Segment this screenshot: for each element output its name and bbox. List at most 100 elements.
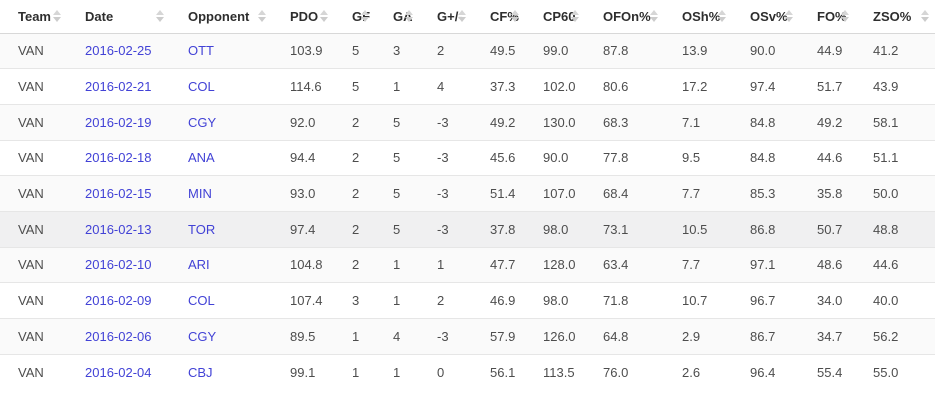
date-link[interactable]: 2016-02-04: [85, 364, 152, 380]
cell-date: 2016-02-18: [67, 139, 170, 176]
table-row: VAN 2016-02-15 MIN 93.0 2 5 -3 51.4 107.0 68.4 7.7…: [0, 175, 935, 212]
cell-osh-pct: 7.7: [664, 175, 732, 212]
cell-opponent: COL: [170, 68, 272, 105]
opponent-link[interactable]: TOR: [188, 221, 216, 237]
cell-ofon-pct: 76.0: [585, 353, 664, 390]
sort-arrows-icon: [718, 10, 726, 23]
sort-arrows-icon: [650, 10, 658, 23]
opponent-link[interactable]: CGY: [188, 114, 217, 130]
column-header-label-ofon-pct: OFOn%: [603, 8, 651, 24]
cell-fo-pct: 35.8: [799, 175, 855, 212]
cell-date: 2016-02-09: [67, 282, 170, 319]
column-header-cp60[interactable]: CP60: [525, 0, 585, 34]
sort-up-icon: [458, 10, 466, 16]
cell-pdo: 103.9: [290, 43, 323, 59]
cell-zso-pct: 51.1: [855, 139, 935, 176]
date-link[interactable]: 2016-02-21: [85, 79, 152, 95]
date-link[interactable]: 2016-02-09: [85, 293, 152, 309]
date-link[interactable]: 2016-02-13: [85, 221, 152, 237]
opponent-link[interactable]: CBJ: [188, 364, 213, 380]
column-header-date[interactable]: Date: [67, 0, 170, 34]
cell-team: VAN: [0, 282, 67, 319]
cell-ga: 5: [375, 139, 419, 176]
cell-ga: 1: [375, 282, 419, 319]
column-header-ga[interactable]: GA: [375, 0, 419, 34]
sort-up-icon: [571, 10, 579, 16]
column-header-cf-pct[interactable]: CF%: [472, 0, 525, 34]
cell-opponent: TOR: [170, 210, 272, 248]
cell-gf: 2: [334, 139, 375, 176]
column-header-osv-pct[interactable]: OSv%: [732, 0, 799, 34]
date-link[interactable]: 2016-02-10: [85, 257, 152, 273]
cell-pdo: 114.6: [272, 68, 334, 105]
cell-gf: 2: [334, 103, 375, 141]
cell-ofon-pct: 80.6: [585, 68, 664, 105]
cell-zso-pct: 44.6: [855, 246, 935, 283]
sort-arrows-icon: [458, 10, 466, 23]
date-link[interactable]: 2016-02-19: [85, 114, 152, 130]
cell-gf: 1: [334, 318, 375, 355]
cell-gf: 3: [334, 282, 375, 319]
cell-pdo: 92.0: [272, 103, 334, 141]
cell-g-plus-minus: 1: [419, 246, 472, 283]
column-header-label-g-plus-minus: G+/-: [437, 8, 463, 24]
cell-g-plus-minus: -3: [419, 103, 472, 141]
cell-ofon-pct: 71.8: [585, 282, 664, 319]
cell-osh-pct: 2.9: [664, 318, 732, 355]
column-header-pdo[interactable]: PDO: [272, 0, 334, 34]
cell-opponent: COL: [170, 282, 272, 319]
cell-ofon-pct: 87.8: [603, 43, 629, 59]
sort-up-icon: [785, 10, 793, 16]
opponent-link[interactable]: COL: [188, 79, 215, 95]
table-header-row: Team Date Opponent PDO GF GA: [0, 0, 935, 34]
cell-team: VAN: [18, 43, 44, 59]
column-header-team[interactable]: Team: [0, 0, 67, 34]
column-header-g-plus-minus[interactable]: G+/-: [419, 0, 472, 34]
cell-date: 2016-02-19: [67, 103, 170, 141]
cell-osv-pct: 96.4: [732, 353, 799, 390]
column-header-osh-pct[interactable]: OSh%: [664, 0, 732, 34]
opponent-link[interactable]: COL: [188, 293, 215, 309]
date-link[interactable]: 2016-02-15: [85, 186, 152, 202]
cell-osv-pct: 90.0: [750, 43, 776, 59]
opponent-link[interactable]: CGY: [188, 328, 217, 344]
cell-cf-pct: 51.4: [472, 175, 525, 212]
opponent-link[interactable]: ARI: [188, 257, 210, 273]
sort-down-icon: [258, 17, 266, 23]
cell-fo-pct: 51.7: [799, 68, 855, 105]
cell-gf: 2: [334, 175, 375, 212]
cell-osh-pct: 17.2: [664, 68, 732, 105]
cell-ga: 5: [375, 210, 419, 248]
sort-down-icon: [361, 17, 369, 23]
sort-arrows-icon: [921, 10, 929, 23]
cell-g-plus-minus: -3: [419, 175, 472, 212]
column-header-opponent[interactable]: Opponent: [170, 0, 272, 34]
column-header-label-pdo: PDO: [290, 8, 319, 24]
cell-cp60: 102.0: [525, 68, 585, 105]
cell-gf: 2: [334, 246, 375, 283]
date-link[interactable]: 2016-02-06: [85, 328, 152, 344]
cell-gf: 1: [334, 353, 375, 390]
sort-down-icon: [785, 17, 793, 23]
date-link[interactable]: 2016-02-18: [85, 150, 152, 166]
column-header-ofon-pct[interactable]: OFOn%: [585, 0, 664, 34]
opponent-link[interactable]: ANA: [188, 150, 215, 166]
cell-zso-pct: 48.8: [855, 210, 935, 248]
sort-arrows-icon: [511, 10, 519, 23]
sort-up-icon: [650, 10, 658, 16]
cell-gf: 5: [352, 43, 360, 59]
cell-osv-pct: 85.3: [732, 175, 799, 212]
opponent-link[interactable]: MIN: [188, 186, 212, 202]
cell-osv-pct: 84.8: [732, 103, 799, 141]
cell-date: 2016-02-10: [67, 246, 170, 283]
column-header-zso-pct[interactable]: ZSO%: [855, 0, 935, 34]
cell-team: VAN: [0, 246, 67, 283]
cell-zso-pct: 56.2: [855, 318, 935, 355]
cell-gf: 5: [334, 68, 375, 105]
cell-fo-pct: 44.6: [799, 139, 855, 176]
cell-zso-pct: 50.0: [855, 175, 935, 212]
date-link[interactable]: 2016-02-25: [85, 43, 152, 59]
column-header-gf[interactable]: GF: [334, 0, 375, 34]
column-header-fo-pct[interactable]: FO%: [799, 0, 855, 34]
opponent-link[interactable]: OTT: [188, 43, 214, 59]
